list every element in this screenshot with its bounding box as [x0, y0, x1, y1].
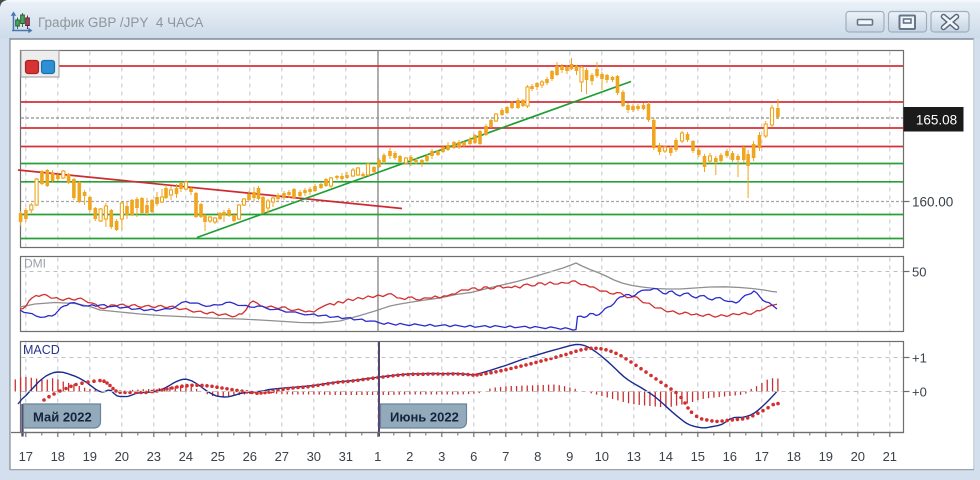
- svg-text:15: 15: [691, 449, 705, 464]
- svg-text:+1: +1: [912, 351, 927, 366]
- svg-text:26: 26: [243, 449, 257, 464]
- svg-text:DMI: DMI: [24, 257, 46, 271]
- svg-text:25: 25: [211, 449, 225, 464]
- svg-text:7: 7: [502, 449, 509, 464]
- svg-text:График GBP /JPY 4 ЧАСА: График GBP /JPY 4 ЧАСА: [38, 15, 203, 30]
- svg-text:24: 24: [179, 449, 193, 464]
- svg-text:19: 19: [83, 449, 97, 464]
- svg-text:3: 3: [438, 449, 445, 464]
- svg-text:21: 21: [883, 449, 897, 464]
- svg-text:17: 17: [755, 449, 769, 464]
- svg-text:23: 23: [147, 449, 161, 464]
- svg-text:13: 13: [627, 449, 641, 464]
- svg-text:160.00: 160.00: [912, 195, 953, 210]
- svg-text:6: 6: [470, 449, 477, 464]
- svg-text:30: 30: [307, 449, 321, 464]
- svg-text:MACD: MACD: [23, 343, 60, 357]
- svg-text:50: 50: [912, 265, 926, 280]
- svg-text:16: 16: [723, 449, 737, 464]
- svg-text:2: 2: [406, 449, 413, 464]
- svg-text:14: 14: [659, 449, 673, 464]
- svg-text:20: 20: [851, 449, 865, 464]
- svg-text:9: 9: [566, 449, 573, 464]
- svg-text:8: 8: [534, 449, 541, 464]
- svg-text:+0: +0: [912, 385, 927, 400]
- svg-text:27: 27: [275, 449, 289, 464]
- svg-text:17: 17: [19, 449, 33, 464]
- svg-text:1: 1: [374, 449, 381, 464]
- svg-text:165.08: 165.08: [916, 113, 957, 128]
- svg-text:31: 31: [339, 449, 353, 464]
- svg-text:19: 19: [819, 449, 833, 464]
- svg-text:18: 18: [51, 449, 65, 464]
- svg-text:Июнь 2022: Июнь 2022: [390, 410, 459, 425]
- svg-text:20: 20: [115, 449, 129, 464]
- svg-text:10: 10: [595, 449, 609, 464]
- svg-text:Май 2022: Май 2022: [33, 410, 92, 425]
- svg-text:18: 18: [787, 449, 801, 464]
